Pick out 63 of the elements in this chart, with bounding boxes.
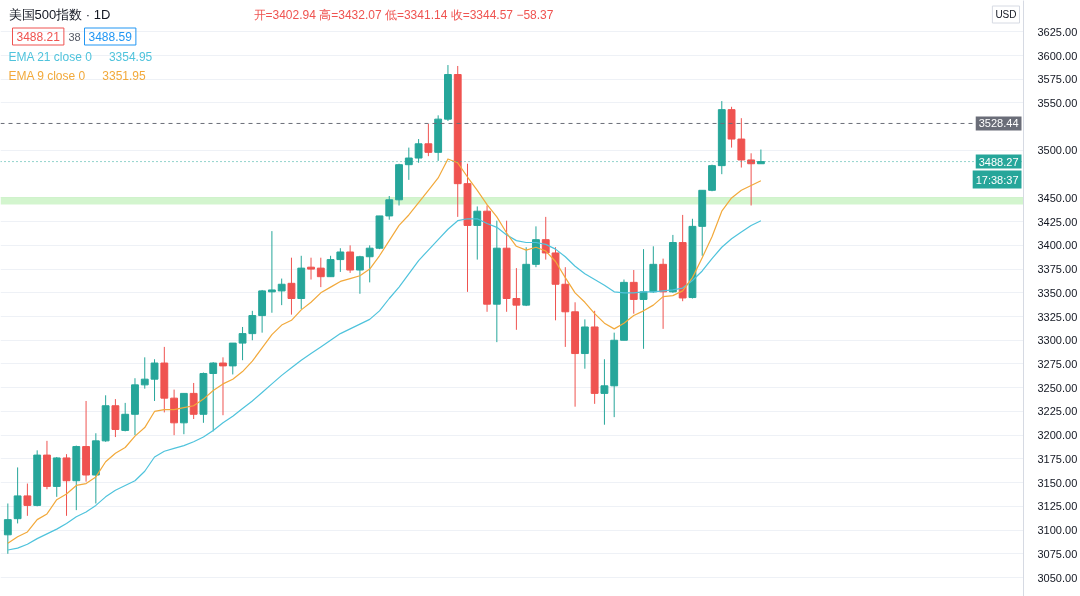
candlestick <box>747 152 756 206</box>
annotation: 38 <box>68 30 81 43</box>
annotation: 17:38:37 <box>975 173 1019 186</box>
y-axis-title: USD <box>995 9 1017 20</box>
candlestick <box>737 117 746 169</box>
candlestick <box>3 502 12 555</box>
ref-line-label: 3488.27 <box>978 155 1019 168</box>
y-tick-label: 3575.00 <box>1037 73 1078 86</box>
candlestick <box>140 356 149 390</box>
y-tick-label: 3500.00 <box>1037 144 1078 157</box>
candlestick <box>13 466 22 524</box>
line-series <box>7 158 762 544</box>
annotation: 3488.59 <box>88 30 133 44</box>
candlestick <box>189 382 198 420</box>
y-tick-label: 3300.00 <box>1037 334 1078 347</box>
candlestick <box>365 244 374 283</box>
candlestick <box>287 257 296 316</box>
y-tick-label: 3325.00 <box>1037 310 1078 323</box>
candlestick <box>62 453 71 517</box>
annotation: 3354.95 <box>108 50 153 64</box>
y-tick-label: 3275.00 <box>1037 357 1078 370</box>
y-tick-label: 3225.00 <box>1037 405 1078 418</box>
y-tick-label: 3425.00 <box>1037 215 1078 228</box>
y-tick-label: 3450.00 <box>1037 191 1078 204</box>
y-tick-label: 3050.00 <box>1037 571 1078 584</box>
candlestick <box>111 398 120 438</box>
y-tick-label: 3625.00 <box>1037 25 1078 38</box>
y-tick-label: 3550.00 <box>1037 97 1078 109</box>
y-tick-label: 3200.00 <box>1037 429 1078 442</box>
candlestick <box>228 342 237 375</box>
candlestick <box>121 402 130 432</box>
candlestick <box>424 123 433 157</box>
y-tick-label: 3175.00 <box>1037 452 1078 465</box>
annotation: 开=3402.94 高=3432.07 低=3341.14 收=3344.57 −58.37 <box>253 7 554 22</box>
annotation: 3351.95 <box>102 69 146 83</box>
candlestick <box>23 483 32 517</box>
candlestick <box>307 257 315 281</box>
ref-line-label: 3528.44 <box>978 117 1019 130</box>
text: EMA 21 close 0 <box>8 49 93 64</box>
text: EMA 9 close 0 <box>8 68 86 83</box>
y-tick-label: 3250.00 <box>1037 381 1078 394</box>
candlestick <box>150 358 159 402</box>
y-tick-label: 3150.00 <box>1037 476 1078 489</box>
candlestick <box>639 248 648 350</box>
candlestick <box>473 205 482 261</box>
candlestick <box>219 356 227 416</box>
y-tick-label: 3375.00 <box>1037 263 1078 276</box>
y-tick-label: 3600.00 <box>1037 49 1078 62</box>
y-tick-label: 3350.00 <box>1037 286 1078 299</box>
candlestick <box>356 255 364 295</box>
candlestick <box>600 358 609 426</box>
annotation: 3488.21 <box>16 30 61 44</box>
y-tick-label: 3125.00 <box>1037 500 1078 513</box>
candlestick <box>277 278 286 306</box>
y-tick-label: 3400.00 <box>1037 239 1078 252</box>
candlestick <box>316 257 325 288</box>
candlestick <box>346 244 355 274</box>
candlestick <box>385 195 394 221</box>
y-tick-label: 3100.00 <box>1037 524 1078 537</box>
candlestick <box>267 230 276 314</box>
candlestick <box>629 269 638 315</box>
y-tick-label: 3075.00 <box>1037 547 1078 560</box>
text: 美国500指数 · 1D <box>8 7 111 22</box>
